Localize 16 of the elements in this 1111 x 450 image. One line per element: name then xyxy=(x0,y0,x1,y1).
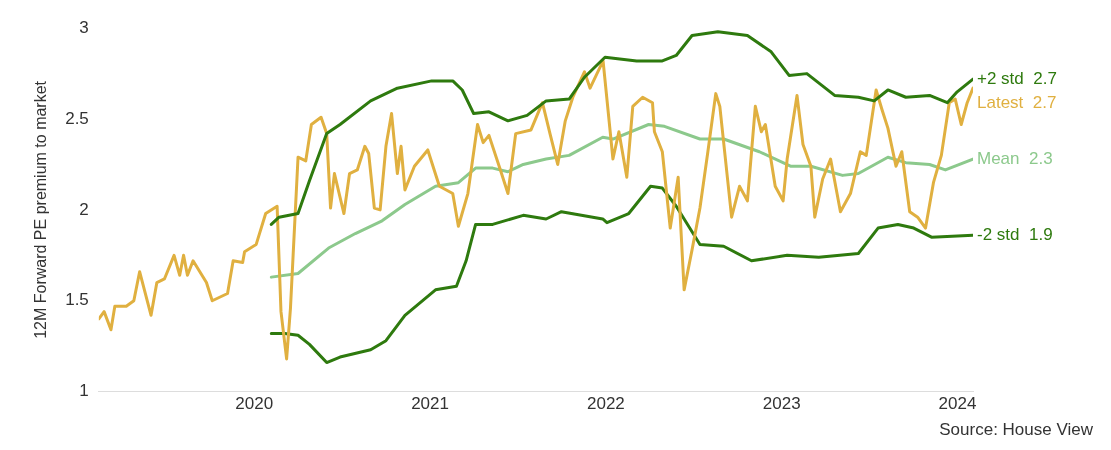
series-label: +2 std 2.7 xyxy=(977,68,1057,88)
y-tick-label: 3 xyxy=(79,17,89,37)
y-tick-label: 2 xyxy=(79,199,89,219)
x-tick-label: 2020 xyxy=(235,394,274,414)
series-label: Mean 2.3 xyxy=(977,148,1053,168)
x-tick-label: 2024 xyxy=(938,394,977,414)
x-tick-label: 2023 xyxy=(762,394,801,414)
x-tick-label: 2021 xyxy=(411,394,449,414)
y-tick-label: 1 xyxy=(79,381,89,401)
series-label: -2 std 1.9 xyxy=(977,225,1053,245)
series-label: Latest 2.7 xyxy=(977,92,1057,112)
y-tick-label: 2.5 xyxy=(65,108,89,128)
source-note: Source: House View xyxy=(939,420,1093,440)
y-tick-label: 1.5 xyxy=(65,290,89,310)
x-tick-label: 2022 xyxy=(586,394,625,414)
y-axis-title: 12M Forward PE premium to market xyxy=(32,80,50,339)
